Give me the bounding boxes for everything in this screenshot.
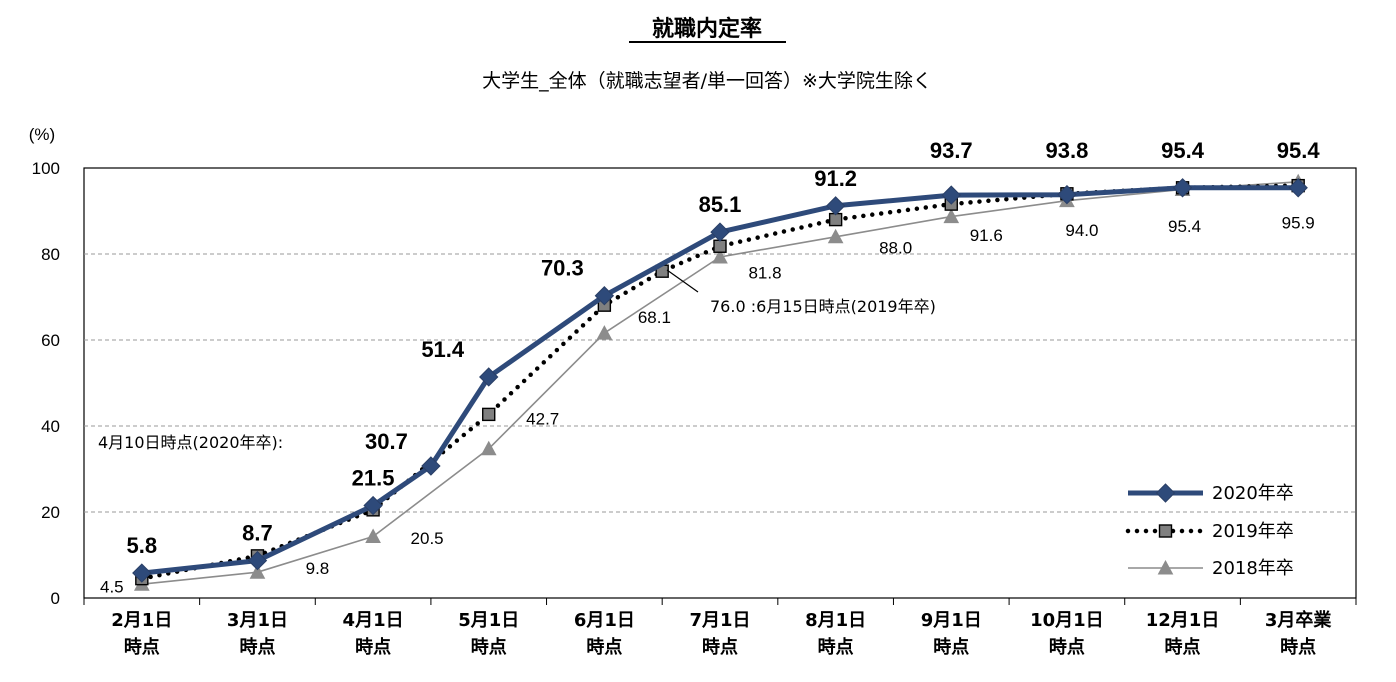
series-2020-point: [479, 367, 499, 387]
x-tick-label: 9月1日時点: [921, 610, 982, 658]
data-label-2019: 94.0: [1065, 221, 1098, 240]
data-label-2019: 20.5: [411, 529, 444, 548]
annotation-2019: 76.0 :6月15日時点(2019年卒): [666, 269, 936, 316]
y-tick-label: 0: [51, 589, 60, 608]
chart-title: 就職内定率: [652, 16, 762, 42]
data-label-2020: 91.2: [814, 166, 857, 191]
plot-area: [83, 167, 1357, 599]
x-tick-label: 4月1日時点: [343, 610, 404, 658]
annotation-2020-text: 4月10日時点(2020年卒):: [98, 433, 283, 452]
series-2019-point: [713, 239, 727, 253]
series-2018-point: [827, 228, 844, 244]
x-tick-label: 5月1日時点: [458, 610, 519, 658]
legend-label: 2019年卒: [1212, 521, 1294, 542]
y-tick-label: 60: [41, 331, 60, 350]
data-label-2020: 95.4: [1161, 138, 1205, 163]
grid: [84, 253, 1356, 513]
series-2020-point: [1155, 483, 1176, 503]
data-label-2019: 95.9: [1282, 214, 1315, 233]
legend-item-2018: 2018年卒: [1128, 558, 1294, 579]
legend: 2020年卒 2019年卒 2018年卒: [1125, 483, 1294, 579]
y-tick-label: 20: [41, 503, 60, 522]
series-2020-point: [1172, 178, 1193, 198]
series-2020-point: [1057, 184, 1077, 205]
data-labels: 5.8 8.7 21.5 51.4 70.3 85.1 91.2 93.7 93.8 95.4 95…: [100, 138, 1320, 597]
x-axis: 2月1日時点 3月1日時点 4月1日時点 5月1日時点 6月1日時点 7月1日時点 8月1日…: [83, 598, 1357, 658]
chart-subtitle: 大学生_全体（就職志望者/単一回答）※大学院生除く: [482, 70, 932, 92]
data-label-2019: 91.6: [970, 226, 1003, 245]
y-axis-unit: (%): [29, 125, 55, 144]
x-tick-label: 12月1日時点: [1146, 610, 1220, 658]
legend-label: 2018年卒: [1212, 558, 1294, 579]
legend-label: 2020年卒: [1212, 483, 1294, 504]
x-tick-label: 3月1日時点: [227, 610, 288, 658]
x-tick-label: 2月1日時点: [111, 610, 172, 658]
series-layer: [132, 173, 1308, 591]
x-tick-label: 6月1日時点: [574, 610, 635, 658]
series-2020-point: [594, 286, 615, 306]
series-2020-point: [132, 563, 152, 583]
annotation-2019-leader: [666, 269, 699, 293]
series-2019-point: [1158, 524, 1173, 538]
data-label-2020: 95.4: [1277, 138, 1321, 163]
data-label-2019: 42.7: [526, 409, 559, 428]
y-tick-label: 40: [41, 417, 60, 436]
data-label-2020: 93.8: [1045, 138, 1088, 163]
y-tick-label: 80: [41, 245, 60, 264]
series-2020-point: [247, 550, 268, 571]
data-label-2020: 51.4: [421, 337, 465, 362]
data-label-2020: 70.3: [541, 256, 584, 281]
series-2020: [132, 178, 1308, 583]
x-tick-label: 3月卒業時点: [1265, 609, 1333, 658]
series-2020-point: [710, 222, 730, 242]
legend-item-2019: 2019年卒: [1125, 521, 1294, 542]
series-line: [141, 185, 1299, 576]
annotation-2019-text: 76.0 :6月15日時点(2019年卒): [710, 297, 936, 316]
data-label-2020: 5.8: [127, 533, 158, 558]
data-label-2019: 9.8: [306, 559, 330, 578]
series-2018-point: [596, 325, 613, 340]
data-label-2020: 21.5: [352, 466, 395, 491]
series-2018-point: [480, 440, 497, 456]
series-2018-point: [943, 208, 960, 224]
legend-item-2020: 2020年卒: [1128, 483, 1294, 504]
series-2020-point: [941, 185, 961, 205]
series-2018-point: [365, 528, 381, 544]
y-tick-label: 100: [32, 159, 60, 178]
series-2019-point: [482, 407, 496, 422]
series-2018-point: [249, 564, 266, 579]
data-label-2019: 68.1: [638, 308, 671, 327]
annotation-2020-value: 30.7: [365, 429, 408, 454]
data-label-2020: 85.1: [699, 192, 742, 217]
x-tick-label: 8月1日時点: [805, 610, 866, 658]
data-label-2020: 8.7: [242, 521, 273, 546]
data-label-2020: 93.7: [930, 138, 973, 163]
series-2018-point: [712, 248, 728, 264]
series-2020-point: [825, 196, 846, 216]
data-label-2019: 4.5: [100, 578, 124, 597]
x-tick-label: 10月1日時点: [1030, 610, 1104, 658]
series-2020-point: [1288, 178, 1308, 198]
data-label-2019: 95.4: [1168, 217, 1201, 236]
annotation-2020: 4月10日時点(2020年卒): 30.7: [98, 429, 408, 454]
data-label-2019: 81.8: [748, 263, 781, 282]
data-label-2019: 88.0: [879, 239, 912, 258]
series-2020-point: [363, 495, 383, 516]
y-axis: 0 20 40 60 80 100: [32, 159, 60, 608]
series-2020-point: [421, 456, 441, 476]
series-2018-point: [1157, 559, 1174, 575]
x-tick-label: 7月1日時点: [689, 610, 750, 658]
